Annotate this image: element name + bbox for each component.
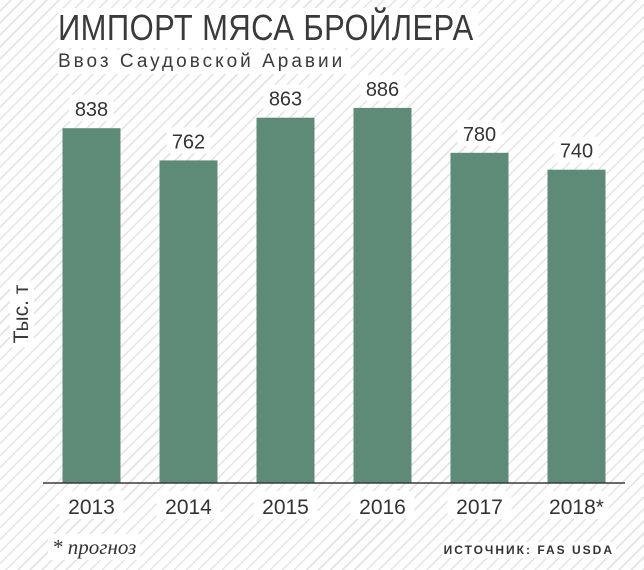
chart-subtitle: Ввоз Саудовской Аравии [58,50,352,74]
x-tick-label: 2014 [165,496,212,519]
data-label-background [554,136,599,163]
data-label: 762 [172,131,205,153]
bar-2013 [62,128,121,483]
tick-label-background [156,491,221,519]
data-label: 740 [560,141,593,163]
data-label-background [166,127,211,154]
x-tick-label: 2017 [456,496,503,519]
tick-label-background [544,491,609,519]
tick-label-background [59,491,124,519]
tick-label-background [447,491,512,519]
data-label-background [457,119,502,146]
bar-2017 [450,152,509,484]
bar-2015 [256,117,315,483]
data-label: 780 [463,124,496,146]
forecast-footnote: * прогноз [48,534,141,560]
source-note: ИСТОЧНИК: FAS USDA [441,542,616,558]
data-label-background [69,95,114,122]
x-tick-label: 2013 [68,496,115,519]
data-label: 886 [366,79,399,101]
data-label-background [360,74,405,101]
data-label: 838 [75,99,108,121]
x-tick-label: 2016 [359,496,406,519]
x-tick-label: 2015 [262,496,309,519]
chart-title: ИМПОРТ МЯСА БРОЙЛЕРА [58,8,479,48]
bar-2014 [159,160,218,483]
tick-label-background [350,491,415,519]
tick-label-background [253,491,318,519]
data-label-background [263,84,308,111]
x-tick-label: 2018* [549,496,604,519]
bar-2016 [353,107,412,484]
data-label: 863 [269,89,302,111]
bar-2018 [547,169,606,483]
